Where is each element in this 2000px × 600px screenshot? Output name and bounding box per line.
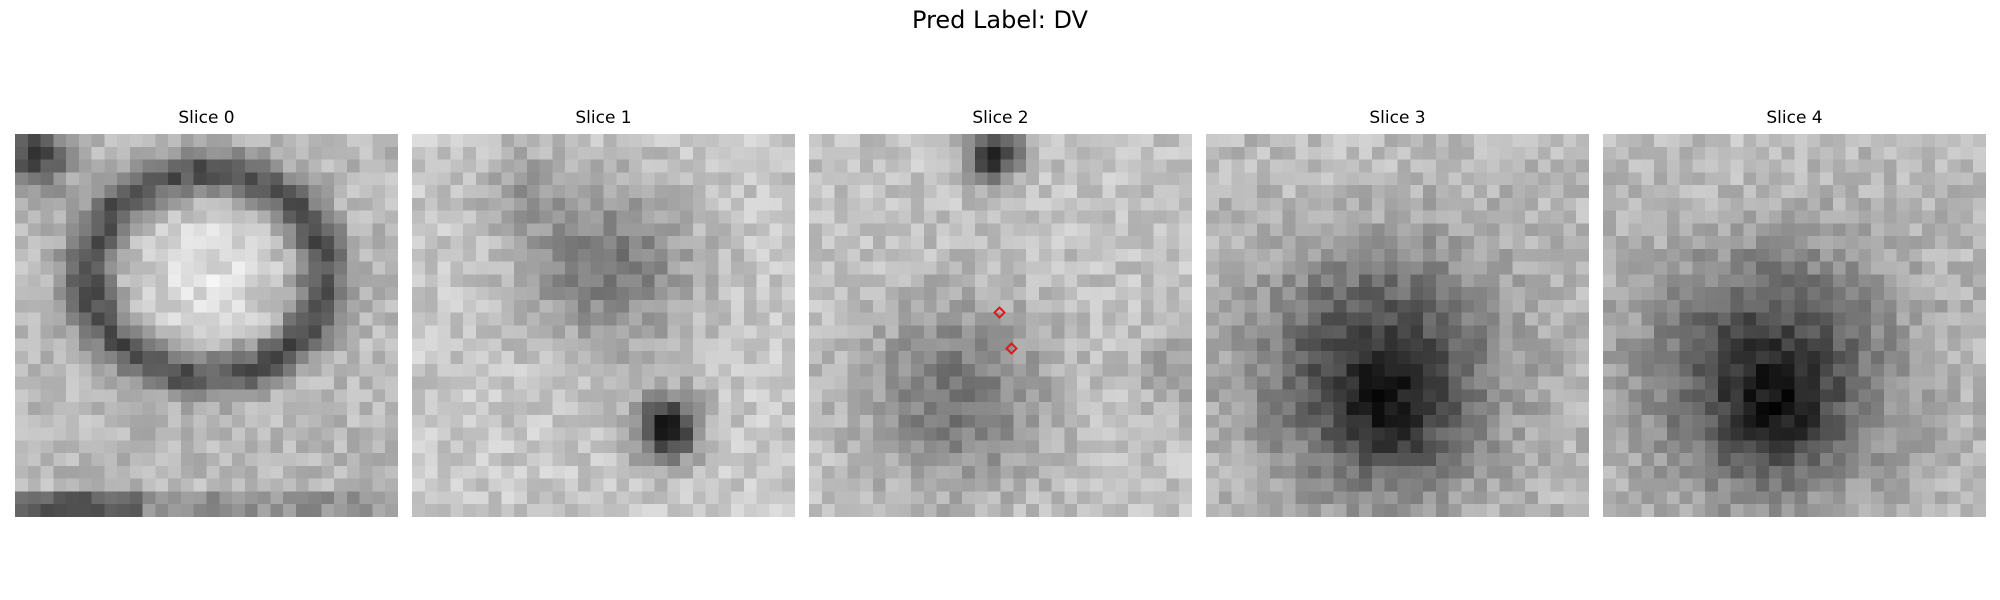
panel-title-0: Slice 0 xyxy=(178,108,235,128)
image-slice-2 xyxy=(809,134,1192,517)
image-slice-4 xyxy=(1603,134,1986,517)
image-slice-0 xyxy=(15,134,398,517)
panel-title-4: Slice 4 xyxy=(1766,108,1823,128)
image-slice-3 xyxy=(1206,134,1589,517)
panel-title-1: Slice 1 xyxy=(575,108,632,128)
figure-title: Pred Label: DV xyxy=(912,6,1088,34)
image-slice-1 xyxy=(412,134,795,517)
panel-title-2: Slice 2 xyxy=(972,108,1029,128)
panel-title-3: Slice 3 xyxy=(1369,108,1426,128)
